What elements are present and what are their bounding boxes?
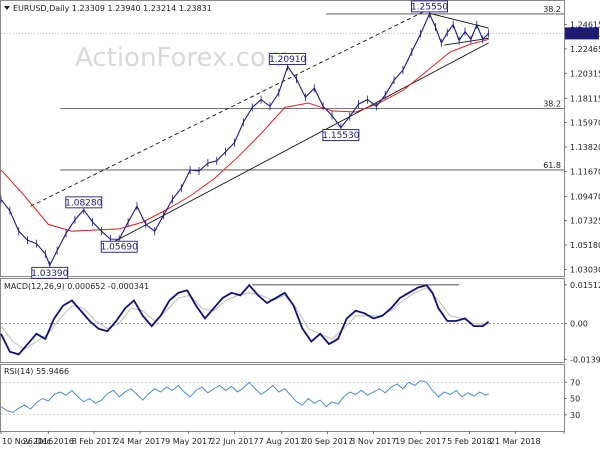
dropdown-triangle-icon[interactable] [4, 6, 10, 10]
callout-box [411, 0, 448, 13]
rsi-label: RSI(14) 55.9466 [4, 367, 69, 376]
triangle-upper-line [429, 12, 489, 29]
callout-box [100, 240, 138, 253]
x-tick-label: 3 Nov 2017 [350, 437, 396, 446]
price-panel-frame [0, 0, 565, 277]
macd-panel-frame [0, 278, 565, 363]
macd-y-tick-label: -0.01393 [570, 355, 600, 364]
x-tick-label: 7 Aug 2017 [259, 437, 305, 446]
callout-text: 1.15530 [322, 131, 359, 141]
price-y-tick-label: 1.13820 [570, 143, 600, 152]
watermark: ActionForex.com [75, 43, 291, 73]
price-level-callout: 1.05690 [100, 240, 138, 253]
last-price-badge: 1.23831 [565, 27, 600, 40]
x-tick-label: 26 Dec 2016 [23, 437, 74, 446]
axis-layer: 1.24615 1.22465 1.20315 1.18115 1.15970 1.138… [0, 21, 600, 446]
price-line [0, 12, 490, 267]
price-level-callout: 1.08280 [65, 196, 103, 209]
macd-layer [0, 283, 564, 356]
callout-text: 1.20910 [269, 55, 306, 65]
callout-text: 1.05690 [101, 243, 138, 253]
callout-box [31, 266, 69, 279]
price-y-tick-label: 1.07325 [570, 217, 600, 226]
rsi-y-tick-label: 30 [570, 411, 580, 420]
x-tick-label: 9 May 2017 [165, 437, 212, 446]
x-tick-label: 20 Sep 2017 [302, 437, 353, 446]
x-tick-label: 8 Feb 2017 [72, 437, 117, 446]
moving-average-line [0, 38, 489, 232]
x-tick-label: 24 Mar 2017 [115, 437, 166, 446]
callout-box [65, 196, 103, 209]
x-tick-label: 10 Nov 2016 [2, 437, 53, 446]
x-tick-label: 22 Jun 2017 [210, 437, 258, 446]
price-level-callout: 1.20910 [269, 53, 307, 66]
price-y-tick-label: 1.11670 [570, 167, 600, 176]
x-tick-label: 19 Dec 2017 [395, 437, 446, 446]
price-y-tick-label: 1.15970 [570, 119, 600, 128]
x-tick-label: 21 Mar 2018 [490, 437, 541, 446]
price-y-tick-label: 1.05180 [570, 241, 600, 250]
callout-text: 1.25550 [411, 2, 448, 12]
macd-line [0, 283, 490, 356]
fib-level-label: 38.2 [543, 5, 561, 14]
rsi-panel-frame [0, 364, 565, 432]
price-y-tick-label: 1.09470 [570, 192, 600, 201]
channel-dashed-line [30, 8, 430, 207]
macd-label: MACD(12,26,9) 0.000652 -0.000341 [4, 282, 149, 291]
rsi-layer [0, 380, 564, 416]
callout-box [322, 129, 360, 142]
callout-text: 1.08280 [65, 198, 102, 208]
macd-y-tick-label: 0.01512 [570, 281, 600, 290]
last-price-label: 1.23831 [568, 29, 600, 38]
macd-signal-line [0, 287, 489, 350]
callout-text: 1.03390 [31, 269, 68, 279]
callout-box [269, 53, 307, 66]
price-level-callout: 1.03390 [31, 266, 69, 279]
x-tick-label: 5 Feb 2018 [447, 437, 492, 446]
price-y-tick-label: 1.03030 [570, 265, 600, 274]
rsi-y-tick-label: 70 [570, 378, 580, 387]
price-y-tick-label: 1.18115 [570, 94, 600, 103]
last-price-badge-bg [565, 27, 599, 40]
price-y-tick-label: 1.20315 [570, 69, 600, 78]
price-level-callout: 1.15530 [322, 129, 360, 142]
support-trend-line [110, 42, 489, 245]
price-y-tick-label: 1.22465 [570, 45, 600, 54]
macd-y-tick-label: 0.00 [570, 320, 588, 329]
price-layer: 38.2 38.2 61.8 1.25550 1.20910 1.15530 1.08280… [0, 0, 564, 279]
rsi-line [0, 380, 489, 413]
price-y-tick-label: 1.24615 [570, 21, 600, 30]
fib-level-label: 61.8 [543, 161, 561, 170]
price-level-callout: 1.25550 [411, 0, 448, 13]
fib-level-label: 38.2 [543, 100, 561, 109]
rsi-y-tick-label: 50 [570, 395, 580, 404]
title-group: EURUSD,Daily 1.23309 1.23940 1.23214 1.2… [4, 4, 212, 13]
triangle-lower-line [444, 37, 489, 46]
chart-title: EURUSD,Daily 1.23309 1.23940 1.23214 1.2… [13, 4, 212, 13]
